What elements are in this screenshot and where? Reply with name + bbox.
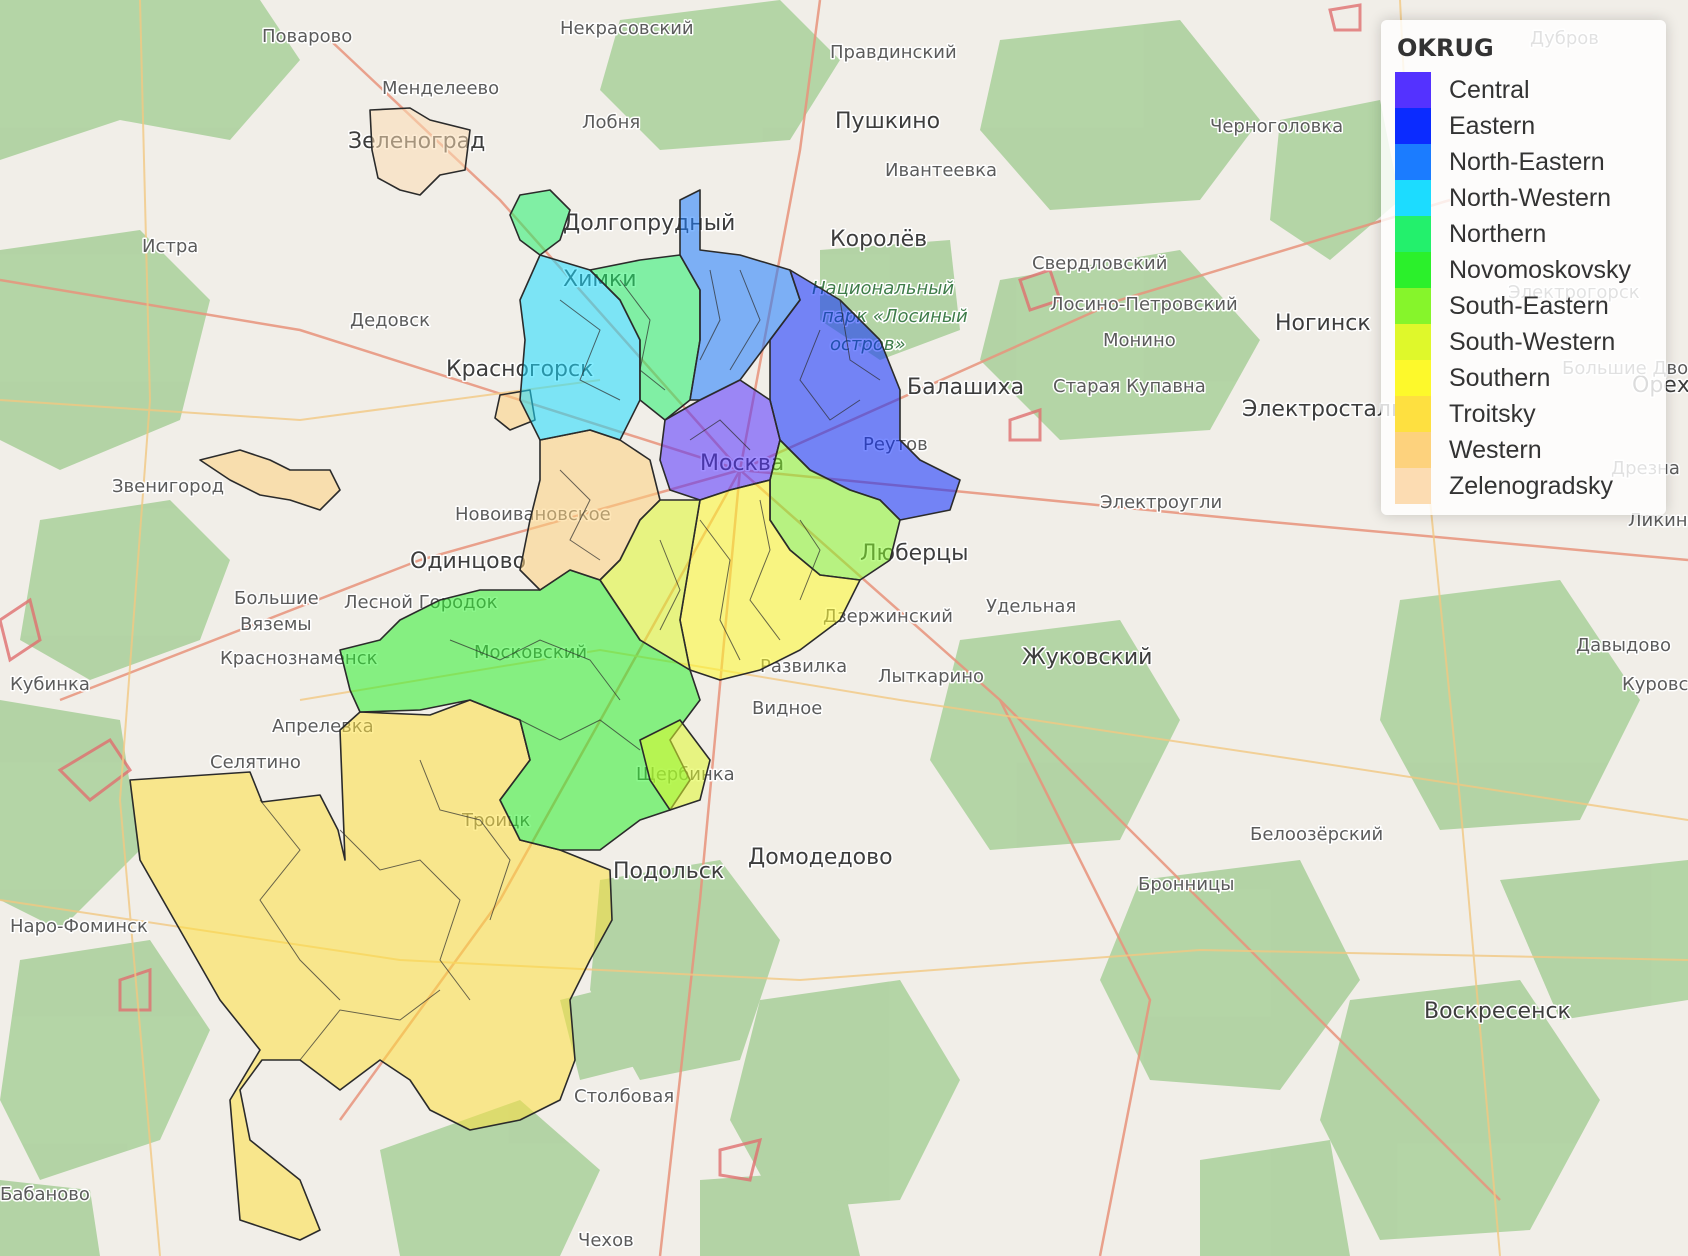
legend-item: Troitsky (1395, 396, 1652, 432)
place-label: Селятино (210, 752, 301, 773)
place-label: Электросталь (1242, 397, 1404, 422)
place-label: Вяземы (240, 614, 312, 635)
place-label: Давыдово (1576, 635, 1671, 656)
legend-swatch (1395, 180, 1431, 216)
place-label: Некрасовский (560, 18, 694, 39)
legend-label: Zelenogradsky (1449, 471, 1613, 500)
place-label: Монино (1103, 330, 1176, 351)
place-label: Одинцово (410, 549, 526, 574)
legend-item: South-Western (1395, 324, 1652, 360)
legend-label: North-Eastern (1449, 147, 1605, 176)
okrug-south-western-2[interactable] (639, 719, 711, 811)
place-label: Подольск (613, 859, 724, 884)
legend-item: North-Western (1395, 180, 1652, 216)
place-label: Удельная (986, 596, 1076, 617)
place-label: Звенигород (112, 476, 224, 497)
legend-label: Troitsky (1449, 399, 1536, 428)
place-label: Жуковский (1022, 645, 1152, 670)
legend-swatch (1395, 468, 1431, 504)
place-label: Чехов (578, 1230, 634, 1251)
legend-swatch (1395, 72, 1431, 108)
place-label: Развилка (760, 656, 847, 677)
legend-swatch (1395, 324, 1431, 360)
legend-swatch (1395, 360, 1431, 396)
place-label: Лосино-Петровский (1050, 294, 1238, 315)
place-label: Дедовск (350, 310, 430, 331)
legend-item: Western (1395, 432, 1652, 468)
legend-label: Eastern (1449, 111, 1536, 140)
place-label: Большие (234, 588, 319, 609)
legend-swatch (1395, 108, 1431, 144)
legend-title: OKRUG (1397, 34, 1494, 62)
legend-label: South-Western (1449, 327, 1616, 356)
place-label: Правдинский (830, 42, 957, 63)
okrug-zelenogradsky[interactable] (369, 107, 471, 196)
legend-label: North-Western (1449, 183, 1612, 212)
place-label: Пушкино (835, 109, 940, 134)
restricted-areas (0, 3, 1362, 1182)
place-label: Черноголовка (1210, 116, 1343, 137)
place-label: Столбовая (574, 1086, 674, 1107)
place-label: Поварово (262, 26, 352, 47)
place-label: Бабаново (0, 1184, 90, 1205)
legend-swatch (1395, 252, 1431, 288)
legend-item: Eastern (1395, 108, 1652, 144)
legend-swatch (1395, 144, 1431, 180)
place-label: Воскресенск (1424, 999, 1571, 1024)
place-label: Долгопрудный (563, 211, 735, 236)
legend-item: Northern (1395, 216, 1652, 252)
place-label: Видное (752, 698, 822, 719)
place-label: Бронницы (1138, 874, 1235, 895)
legend: OKRUG Central Eastern North-Eastern North-W… (1381, 20, 1666, 515)
place-label: Электроугли (1100, 492, 1222, 513)
place-label: Балашиха (907, 375, 1024, 400)
legend-item: North-Eastern (1395, 144, 1652, 180)
legend-item: Zelenogradsky (1395, 468, 1652, 504)
legend-label: Central (1449, 75, 1530, 104)
place-label: Ногинск (1275, 311, 1371, 336)
legend-swatch (1395, 396, 1431, 432)
legend-swatch (1395, 432, 1431, 468)
legend-item: Central (1395, 72, 1652, 108)
legend-item: Novomoskovsky (1395, 252, 1652, 288)
place-label: Лобня (582, 112, 640, 133)
legend-item: South-Eastern (1395, 288, 1652, 324)
okrug-south-western[interactable] (599, 499, 701, 671)
place-label: Ивантеевка (885, 160, 997, 181)
legend-swatch (1395, 288, 1431, 324)
legend-label: Northern (1449, 219, 1547, 248)
place-label: Менделеево (382, 78, 499, 99)
legend-label: South-Eastern (1449, 291, 1609, 320)
district-borders (259, 269, 881, 1061)
place-label: Наро-Фоминск (10, 916, 148, 937)
place-label: Свердловский (1032, 253, 1167, 274)
place-label: Старая Купавна (1053, 376, 1206, 397)
legend-item: Southern (1395, 360, 1652, 396)
legend-label: Western (1449, 435, 1542, 464)
legend-label: Novomoskovsky (1449, 255, 1631, 284)
place-label: Белоозёрский (1250, 824, 1383, 845)
place-label: Лыткарино (878, 666, 984, 687)
place-label: Истра (142, 236, 198, 257)
legend-swatch (1395, 216, 1431, 252)
place-label: Куровс (1622, 674, 1688, 695)
okrug-north-western-tail[interactable] (509, 189, 571, 256)
place-label: Домодедово (748, 845, 893, 870)
legend-label: Southern (1449, 363, 1551, 392)
place-label: Королёв (830, 227, 927, 252)
okrug-western-island[interactable] (199, 449, 341, 511)
place-label: Кубинка (10, 674, 90, 695)
